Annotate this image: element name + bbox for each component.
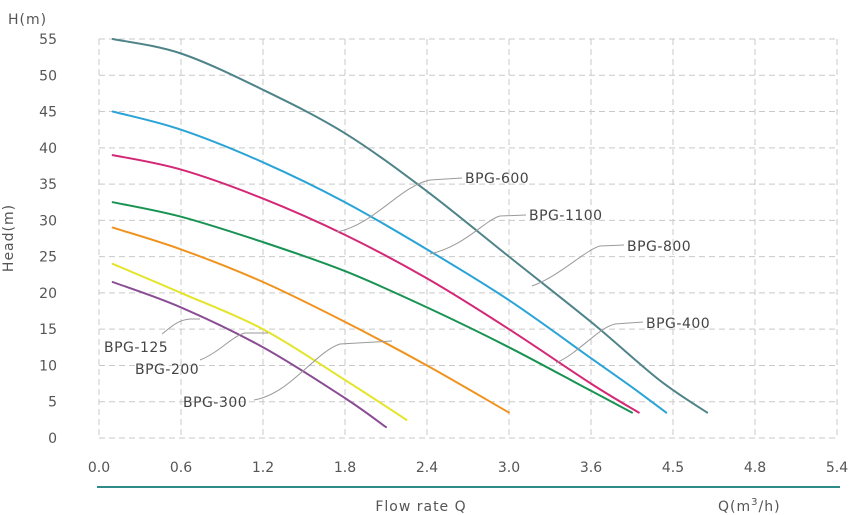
leader-bpg-1100 [429,214,527,255]
label-bpg-1100: BPG-1100 [529,208,603,224]
y-tick-label: 15 [39,322,57,338]
leader-bpg-800 [531,244,625,287]
series-labels: BPG-600 BPG-1100 BPG-800 BPG-400 BPG-200 BPG-… [104,171,710,411]
x-axis-unit-suffix: /h) [759,499,781,515]
leader-bpg-200 [199,332,268,361]
y-tick-label: 5 [48,395,57,411]
label-bpg-125: BPG-125 [104,340,168,356]
x-axis-title: Flow rate Q [375,499,466,515]
y-tick-label: 30 [39,213,57,229]
x-tick-label: 1.2 [252,460,274,476]
x-axis-unit-superscript: 3 [751,497,758,508]
leader-bpg-125 [161,318,200,335]
y-axis-unit-label: H(m) [8,12,47,28]
x-tick-label: 4.5 [662,460,684,476]
label-bpg-300: BPG-300 [183,395,247,411]
y-tick-label: 10 [39,358,57,374]
curve-bpg-300 [111,281,387,429]
label-leaders [161,177,644,401]
y-tick-label: 20 [39,286,57,302]
leader-bpg-300 [253,340,393,401]
x-tick-label: 4.8 [744,460,766,476]
label-bpg-400: BPG-400 [646,316,710,332]
x-tick-label: 0.0 [88,460,110,476]
y-tick-label: 25 [39,250,57,266]
label-bpg-600: BPG-600 [465,171,529,187]
label-bpg-800: BPG-800 [627,239,691,255]
label-bpg-200: BPG-200 [135,362,199,378]
y-axis-title: Head(m) [1,204,17,272]
curve-bpg-800 [111,154,640,414]
leader-bpg-600 [336,177,463,233]
x-tick-labels: 0.0 0.6 1.2 1.8 2.4 3.0 3.6 4.5 4.8 5.4 [88,460,848,476]
x-axis-unit-label: Q(m3/h) [718,497,781,515]
series-curves [111,38,709,429]
y-tick-label: 0 [48,431,57,447]
curve-bpg-200 [111,226,510,414]
curve-bpg-400 [111,201,633,414]
curve-bpg-1100 [111,110,668,414]
x-tick-label: 1.8 [334,460,356,476]
grid-lines [98,38,838,439]
curve-bpg-125 [111,262,408,421]
x-tick-label: 3.6 [580,460,602,476]
y-tick-label: 40 [39,141,57,157]
x-tick-label: 2.4 [416,460,438,476]
x-axis-unit-prefix: Q(m [718,499,751,515]
x-tick-label: 0.6 [170,460,192,476]
y-tick-label: 55 [39,32,57,48]
y-tick-label: 50 [39,68,57,84]
curve-bpg-600 [111,38,709,414]
y-tick-labels: 0 5 10 15 20 25 30 35 40 45 50 55 [39,32,57,447]
x-tick-label: 5.4 [826,460,848,476]
x-tick-label: 3.0 [498,460,520,476]
y-tick-label: 45 [39,105,57,121]
y-tick-label: 35 [39,177,57,193]
leader-bpg-400 [555,321,644,364]
